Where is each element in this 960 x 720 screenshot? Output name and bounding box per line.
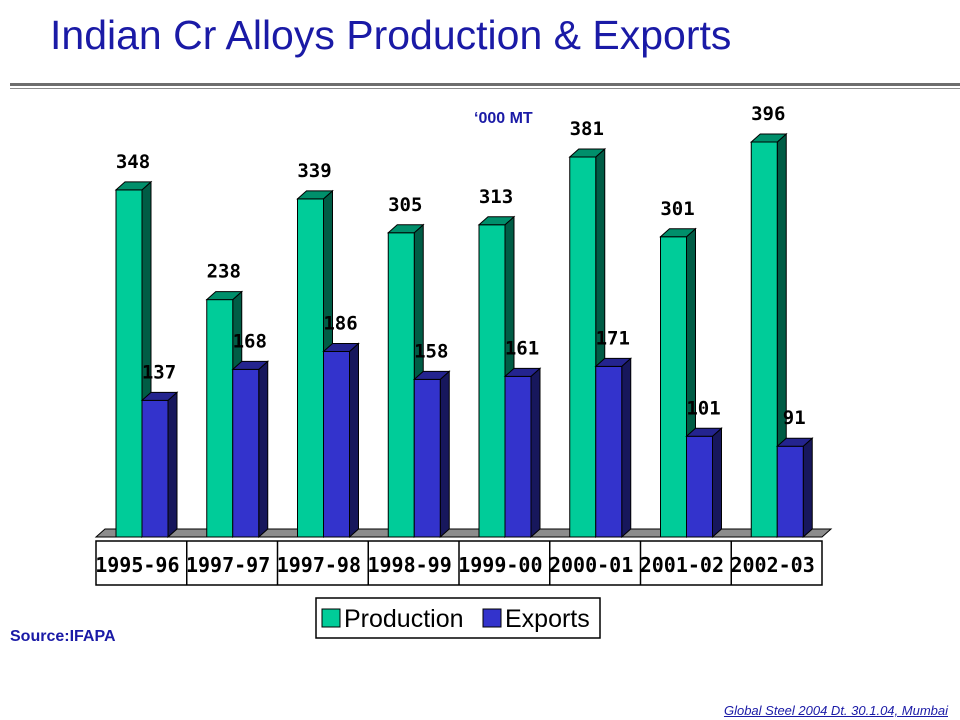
exports-bar-top-1997-98 xyxy=(322,342,360,352)
production-bar-top-1999-00 xyxy=(477,216,516,226)
title-divider-thin xyxy=(10,88,960,89)
exports-data-label-2002-03: 91 xyxy=(783,407,806,429)
category-label-2000-01: 2000-01 xyxy=(549,553,633,577)
exports-bar-1998-99 xyxy=(413,378,441,538)
exports-data-label-1995-96: 137 xyxy=(142,361,176,383)
production-bar-1997-97 xyxy=(206,299,234,538)
category-label-1997-98: 1997-98 xyxy=(277,553,361,577)
exports-bar-top-1995-96 xyxy=(140,391,179,401)
footer-link[interactable]: Global Steel 2004 Dt. 30.1.04, Mumbai xyxy=(723,703,948,718)
production-bar-top-2001-02 xyxy=(659,228,697,238)
category-label-1997-97: 1997-97 xyxy=(186,553,270,577)
exports-data-label-1997-97: 168 xyxy=(233,330,267,352)
exports-bar-side-1998-99 xyxy=(439,370,450,539)
production-bar-1998-99 xyxy=(387,232,415,538)
exports-data-label-2001-02: 101 xyxy=(686,397,720,419)
legend-label-production: Production xyxy=(344,605,464,633)
production-bar-top-1998-99 xyxy=(386,224,425,234)
category-label-2002-03: 2002-03 xyxy=(730,553,814,577)
production-bar-1997-98 xyxy=(297,198,324,538)
production-bar-top-2000-01 xyxy=(568,148,607,158)
production-data-label-1997-97: 238 xyxy=(207,261,241,283)
production-data-label-1997-98: 339 xyxy=(297,160,331,182)
production-bar-2001-02 xyxy=(660,236,687,538)
exports-bar-side-1999-00 xyxy=(530,367,541,539)
exports-bar-side-1997-98 xyxy=(349,342,359,539)
title-divider xyxy=(10,83,960,86)
exports-bar-side-2000-01 xyxy=(621,357,632,539)
exports-data-label-1997-98: 186 xyxy=(323,312,357,334)
category-label-1995-96: 1995-96 xyxy=(95,553,179,577)
production-bar-top-2002-03 xyxy=(749,133,788,143)
production-data-label-1999-00: 313 xyxy=(479,186,513,208)
production-bar-top-1997-97 xyxy=(205,291,244,301)
production-bar-1995-96 xyxy=(115,189,143,538)
exports-bar-top-2000-01 xyxy=(594,357,633,367)
production-bar-2000-01 xyxy=(569,156,597,538)
exports-bar-1997-98 xyxy=(323,350,350,538)
production-bar-2002-03 xyxy=(750,141,778,538)
legend-box xyxy=(315,597,601,639)
exports-bar-1995-96 xyxy=(141,399,169,538)
exports-bar-top-1999-00 xyxy=(503,367,542,377)
exports-bar-side-1995-96 xyxy=(167,391,178,539)
page-title: Indian Cr Alloys Production & Exports xyxy=(50,12,732,58)
exports-bar-2000-01 xyxy=(595,365,623,538)
production-data-label-1998-99: 305 xyxy=(388,194,422,216)
category-label-1999-00: 1999-00 xyxy=(458,553,542,577)
exports-bar-1997-97 xyxy=(232,368,260,538)
exports-data-label-1998-99: 158 xyxy=(414,340,448,362)
exports-bar-side-1997-97 xyxy=(258,360,269,539)
category-label-2001-02: 2001-02 xyxy=(640,553,724,577)
exports-bar-1999-00 xyxy=(504,375,532,538)
production-data-label-2001-02: 301 xyxy=(660,198,694,220)
exports-bar-top-1997-97 xyxy=(231,360,270,370)
category-label-1998-99: 1998-99 xyxy=(367,553,451,577)
production-bar-1999-00 xyxy=(478,224,506,538)
exports-bar-side-2001-02 xyxy=(712,427,722,539)
exports-bar-side-2002-03 xyxy=(802,437,813,539)
legend-swatch-production xyxy=(321,608,341,628)
exports-bar-top-2002-03 xyxy=(775,437,814,447)
exports-bar-top-1998-99 xyxy=(412,370,451,380)
exports-bar-top-2001-02 xyxy=(685,427,723,437)
production-data-label-1995-96: 348 xyxy=(116,151,150,173)
legend-swatch-exports xyxy=(482,608,502,628)
exports-data-label-1999-00: 161 xyxy=(505,337,539,359)
unit-label: ‘000 MT xyxy=(474,110,533,127)
production-data-label-2000-01: 381 xyxy=(570,118,604,140)
production-data-label-2002-03: 396 xyxy=(751,103,785,125)
exports-bar-2002-03 xyxy=(776,445,804,538)
exports-data-label-2000-01: 171 xyxy=(596,327,630,349)
legend-label-exports: Exports xyxy=(505,605,590,633)
exports-bar-2001-02 xyxy=(686,435,713,538)
production-bar-top-1997-98 xyxy=(296,190,334,200)
source-note: Source:IFAPA xyxy=(10,628,116,645)
production-bar-top-1995-96 xyxy=(114,181,153,191)
